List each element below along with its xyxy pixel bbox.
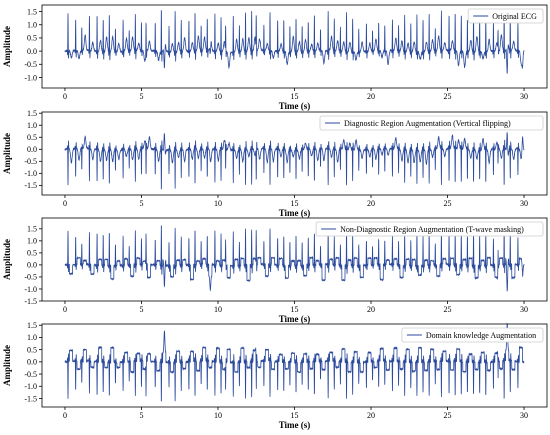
y-axis-label: Amplitude xyxy=(2,133,12,174)
legend-box xyxy=(467,8,544,24)
x-tick-label: 5 xyxy=(139,411,143,420)
legend-box xyxy=(401,327,544,343)
x-tick-label: 20 xyxy=(367,92,375,101)
x-axis-label: Time (s) xyxy=(279,420,311,430)
x-axis-label: Time (s) xyxy=(279,208,311,218)
y-tick-label: 1.0 xyxy=(27,121,37,130)
y-tick-label: 1.5 xyxy=(27,225,37,234)
legend: Non-Diagnostic Region Augmentation (T-wa… xyxy=(315,221,544,237)
y-tick-label: -0.5 xyxy=(24,370,37,379)
x-tick-label: 5 xyxy=(139,305,143,314)
chart-panel-4: 0 5 10 15 20 25 30 -1.5 -1.0 -0.5 0.0 0.5 1.0 1.5 Time… xyxy=(2,321,548,430)
ecg-series-line xyxy=(64,322,525,402)
legend: Diagnostic Region Augmentation (Vertical… xyxy=(319,115,544,131)
y-tick-label: 0.5 xyxy=(27,345,37,354)
x-tick-label: 20 xyxy=(367,411,375,420)
legend-label: Non-Diagnostic Region Augmentation (T-wa… xyxy=(340,225,524,234)
legend: Original ECG xyxy=(467,8,544,24)
x-tick-label: 25 xyxy=(444,199,452,208)
x-tick-label: 20 xyxy=(367,199,375,208)
x-tick-label: 30 xyxy=(520,411,528,420)
y-tick-label: 1.0 xyxy=(27,333,37,342)
y-tick-label: -1.0 xyxy=(24,285,37,294)
x-tick-label: 5 xyxy=(139,92,143,101)
x-tick-label: 25 xyxy=(444,305,452,314)
y-tick-label: -0.5 xyxy=(24,60,37,69)
y-tick-label: 0.0 xyxy=(27,145,37,154)
x-tick-label: 15 xyxy=(291,305,299,314)
y-tick-label: -1.0 xyxy=(24,169,37,178)
x-tick-label: 30 xyxy=(520,305,528,314)
x-tick-label: 10 xyxy=(214,305,222,314)
y-tick-label: -1.0 xyxy=(24,73,37,82)
x-tick-label: 20 xyxy=(367,305,375,314)
chart-panel-1: 0 5 10 15 20 25 30 -1.0 -0.5 0.0 0.5 1.0 1.5 Time (s)… xyxy=(2,4,548,111)
y-tick-label: -0.5 xyxy=(24,273,37,282)
y-tick-label: 0.5 xyxy=(27,133,37,142)
x-tick-label: 5 xyxy=(139,199,143,208)
ecg-series-line xyxy=(64,132,525,190)
legend-box xyxy=(315,221,544,237)
y-tick-label: -1.5 xyxy=(24,297,37,306)
x-tick-label: 10 xyxy=(214,199,222,208)
y-tick-label: 1.5 xyxy=(27,109,37,118)
y-tick-label: -1.0 xyxy=(24,382,37,391)
x-tick-label: 25 xyxy=(444,92,452,101)
x-tick-label: 15 xyxy=(291,411,299,420)
y-tick-label: 1.0 xyxy=(27,21,37,30)
y-tick-label: 1.5 xyxy=(27,7,37,16)
x-tick-label: 0 xyxy=(63,92,67,101)
legend-label: Domain knowledge Augmentation xyxy=(426,331,536,340)
x-axis-label: Time (s) xyxy=(279,101,311,111)
x-tick-label: 10 xyxy=(214,92,222,101)
ecg-series-line xyxy=(64,225,525,292)
y-axis-label: Amplitude xyxy=(2,239,12,280)
y-tick-label: 0.0 xyxy=(27,358,37,367)
y-tick-label: -1.5 xyxy=(24,181,37,190)
y-axis-label: Amplitude xyxy=(2,26,12,67)
x-tick-label: 0 xyxy=(63,411,67,420)
x-tick-label: 15 xyxy=(291,199,299,208)
x-tick-label: 0 xyxy=(63,199,67,208)
y-tick-label: 1.0 xyxy=(27,237,37,246)
x-tick-label: 0 xyxy=(63,305,67,314)
chart-panel-2: 0 5 10 15 20 25 30 -1.5 -1.0 -0.5 0.0 0.5 1.0 1.5 Time… xyxy=(2,109,548,218)
chart-panel-3: 0 5 10 15 20 25 30 -1.5 -1.0 -0.5 0.0 0.5 1.0 1.5 Time… xyxy=(2,217,548,324)
x-tick-label: 30 xyxy=(520,199,528,208)
legend-label: Original ECG xyxy=(492,12,537,21)
y-tick-label: 0.5 xyxy=(27,34,37,43)
y-tick-label: -1.5 xyxy=(24,394,37,403)
ecg-series-line xyxy=(64,10,525,74)
legend-label: Diagnostic Region Augmentation (Vertical… xyxy=(344,119,511,128)
x-tick-label: 25 xyxy=(444,411,452,420)
x-tick-label: 10 xyxy=(214,411,222,420)
legend: Domain knowledge Augmentation xyxy=(401,327,544,343)
y-axis-label: Amplitude xyxy=(2,345,12,386)
y-tick-label: 0.5 xyxy=(27,249,37,258)
x-axis-label: Time (s) xyxy=(279,314,311,324)
legend-box xyxy=(319,115,544,131)
x-tick-label: 15 xyxy=(291,92,299,101)
y-tick-label: -0.5 xyxy=(24,157,37,166)
y-tick-label: 0.0 xyxy=(27,261,37,270)
x-tick-label: 30 xyxy=(520,92,528,101)
y-tick-label: 0.0 xyxy=(27,47,37,56)
y-tick-label: 1.5 xyxy=(27,321,37,330)
